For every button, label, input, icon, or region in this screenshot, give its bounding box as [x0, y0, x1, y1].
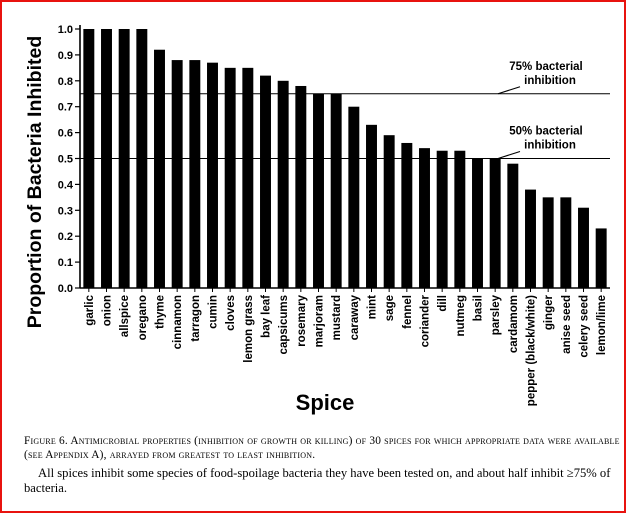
reference-label: 75% bacterial: [509, 61, 583, 73]
figure-label: Figure 6. Antimicrobial properties (inhi…: [24, 435, 620, 461]
x-tick-label: ginger: [543, 294, 555, 330]
bar: [560, 197, 572, 288]
reference-pointer: [497, 150, 521, 160]
x-tick-label: lemon/lime: [596, 295, 608, 355]
bar: [507, 163, 519, 288]
y-tick-label: 0.0: [58, 283, 73, 295]
reference-label: inhibition: [524, 75, 576, 87]
bar: [348, 106, 360, 288]
bar: [401, 142, 413, 288]
y-tick-label: 0.9: [58, 50, 73, 62]
bar: [419, 148, 430, 288]
bar: [595, 228, 607, 288]
x-tick-label: bay leaf: [261, 295, 273, 338]
bar: [189, 60, 201, 288]
x-tick-label: anise seed: [561, 295, 573, 354]
bar: [383, 135, 395, 288]
x-tick-label: coriander: [420, 294, 432, 347]
x-tick-label: cinnamon: [172, 295, 184, 349]
x-axis-label: Spice: [296, 390, 355, 415]
x-tick-label: tarragon: [190, 295, 202, 342]
x-tick-label: nutmeg: [455, 295, 467, 337]
y-tick-label: 1.0: [58, 24, 73, 36]
x-tick-label: celery seed: [579, 295, 591, 358]
bar-chart: 75% bacterial inhibition 50% bacterial inhi…: [24, 24, 610, 415]
figure-note: All spices inhibit some species of food-…: [24, 466, 611, 495]
x-tick-label: sage: [384, 295, 396, 321]
x-tick-label: mustard: [331, 295, 343, 340]
x-tick-label: fennel: [402, 295, 414, 329]
x-tick-label: capsicums: [278, 295, 290, 354]
y-tick-label: 0.6: [58, 128, 73, 140]
y-tick-label: 0.7: [58, 102, 73, 114]
x-tick-label: parsley: [490, 294, 502, 335]
bar: [224, 67, 236, 288]
reference-lines: 75% bacterial inhibition 50% bacterial inhi…: [80, 61, 610, 160]
bar: [207, 62, 218, 288]
y-tick-label: 0.3: [58, 205, 73, 217]
y-axis-label: Proportion of Bacteria Inhibited: [24, 36, 46, 329]
x-tick-label: lemon grass: [243, 295, 255, 363]
x-tick-label: dill: [437, 295, 449, 312]
bar: [542, 197, 554, 288]
bar: [489, 158, 501, 288]
bar: [295, 85, 307, 288]
y-tick-label: 0.5: [58, 154, 73, 166]
x-tick-label: mint: [367, 295, 379, 319]
x-tick-label: cloves: [225, 295, 237, 331]
x-tick-label: basil: [473, 295, 485, 321]
figure-caption: Figure 6. Antimicrobial properties (inhi…: [24, 434, 620, 496]
reference-label: inhibition: [524, 140, 576, 152]
x-tick-label: cumin: [208, 295, 220, 329]
x-tick-labels: garlic onion allspice oregano thyme cinnamon t…: [84, 294, 608, 406]
x-tick-label: caraway: [349, 294, 361, 340]
bar: [472, 158, 483, 288]
x-tick-label: pepper (black/white): [526, 295, 538, 406]
bar: [154, 49, 165, 288]
bar: [578, 207, 589, 288]
y-tick-label: 0.2: [58, 231, 73, 243]
reference-label: 50% bacterial: [509, 126, 583, 138]
bar: [366, 124, 377, 288]
bar: [313, 93, 324, 288]
reference-pointer: [497, 86, 521, 95]
chart-axes: [75, 25, 610, 292]
x-tick-label: cardamom: [508, 295, 520, 353]
x-tick-label: allspice: [119, 295, 131, 337]
bar: [454, 150, 466, 288]
x-tick-label: rosemary: [296, 294, 308, 346]
bar: [242, 67, 254, 288]
bar: [277, 80, 289, 288]
x-tick-label: garlic: [84, 294, 96, 325]
y-tick-label: 0.1: [58, 257, 73, 269]
bars: [83, 29, 607, 289]
bar: [436, 150, 448, 288]
y-tick-labels: 0.0 0.1 0.2 0.3 0.4 0.5 0.6 0.7 0.8 0.9 1.0: [58, 24, 74, 295]
y-tick-label: 0.8: [58, 76, 73, 88]
y-tick-label: 0.4: [58, 179, 74, 191]
bar: [330, 93, 342, 288]
bar: [171, 60, 183, 288]
x-tick-label: marjoram: [314, 295, 326, 347]
x-tick-label: oregano: [137, 295, 149, 340]
bar: [525, 189, 536, 288]
x-tick-label: onion: [102, 295, 114, 326]
bar: [260, 75, 271, 289]
x-tick-label: thyme: [155, 295, 167, 329]
